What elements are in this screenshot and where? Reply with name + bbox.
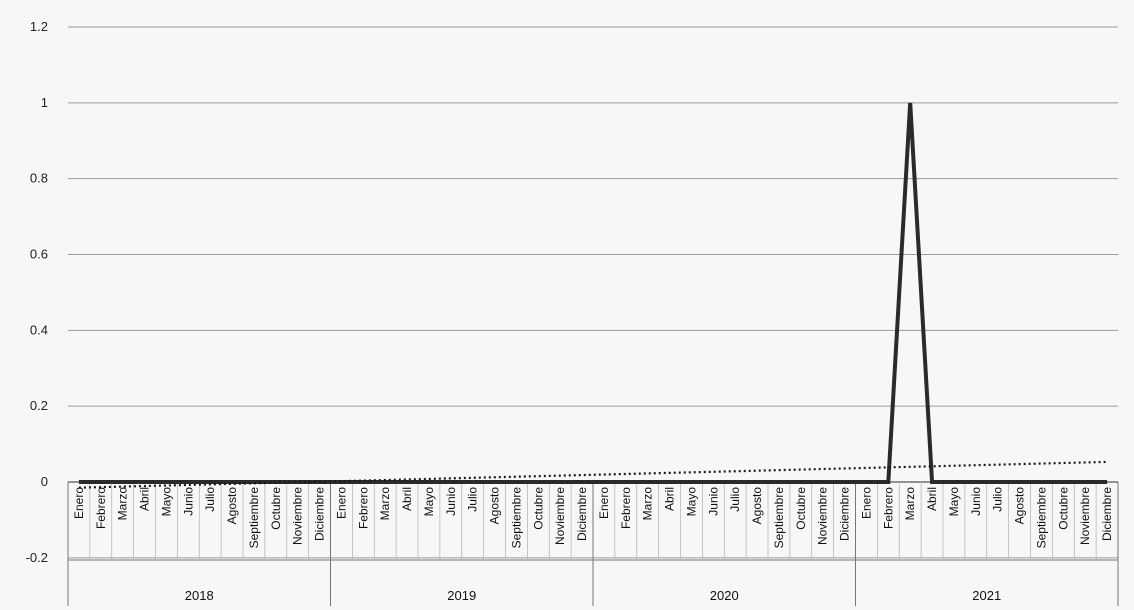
month-label: Marzo [641,487,655,521]
month-label: Abril [925,487,939,511]
y-tick-label: 0.2 [30,398,48,413]
month-label: Enero [334,487,348,519]
trendline [78,460,1108,489]
month-label: Octubre [1056,487,1070,530]
month-label: Enero [72,487,86,519]
month-label: Abril [138,487,152,511]
month-label: Marzo [378,487,392,521]
month-label: Julio [728,487,742,512]
category-axis: Enero Febrero Marzo Abril Mayo Junio Julio Agos… [67,481,1119,606]
month-label: Julio [991,487,1005,512]
y-axis-tick-labels: 1.2 1 0.8 0.6 0.4 0.2 0 -0.2 [26,19,48,565]
y-tick-label: 0 [41,474,48,489]
month-label: Junio [444,487,458,516]
month-label: Febrero [619,487,633,529]
y-tick-label: -0.2 [26,550,48,565]
month-label: Diciembre [575,487,589,541]
y-tick-label: 0.6 [30,247,48,262]
month-label: Septiembre [509,487,523,549]
month-label: Noviembre [553,487,567,545]
month-label: Abril [400,487,414,511]
month-label: Octubre [269,487,283,530]
month-label: Diciembre [838,487,852,541]
gridlines [68,26,1118,559]
year-label: 2021 [972,588,1001,603]
month-label: Febrero [94,487,108,529]
year-label: 2020 [710,588,739,603]
month-label: Agosto [750,487,764,525]
month-label: Octubre [531,487,545,530]
month-label: Septiembre [1034,487,1048,549]
month-label: Julio [466,487,480,512]
data-series [78,102,1108,489]
month-label: Noviembre [816,487,830,545]
year-label: 2019 [447,588,476,603]
month-label: Agosto [488,487,502,525]
month-label: Julio [203,487,217,512]
month-label: Junio [181,487,195,516]
y-tick-label: 0.4 [30,322,48,337]
y-tick-label: 1.2 [30,19,48,34]
month-label: Enero [597,487,611,519]
month-label: Mayo [422,487,436,517]
month-label: Mayo [684,487,698,517]
month-label: Octubre [794,487,808,530]
month-label: Marzo [903,487,917,521]
month-label: Febrero [356,487,370,529]
y-tick-label: 1 [41,95,48,110]
month-label: Agosto [225,487,239,525]
month-label: Marzo [116,487,130,521]
month-label: Septiembre [247,487,261,549]
month-label: Junio [706,487,720,516]
month-label: Febrero [881,487,895,529]
year-label: 2018 [185,588,214,603]
month-label: Noviembre [1078,487,1092,545]
month-label: Junio [969,487,983,516]
month-label: Mayo [159,487,173,517]
month-label: Septiembre [772,487,786,549]
month-label: Abril [663,487,677,511]
series-line [78,102,1108,484]
y-tick-label: 0.8 [30,171,48,186]
month-label: Diciembre [1100,487,1114,541]
month-label: Mayo [947,487,961,517]
month-label: Agosto [1013,487,1027,525]
month-label: Noviembre [291,487,305,545]
month-label: Diciembre [313,487,327,541]
month-label: Enero [859,487,873,519]
